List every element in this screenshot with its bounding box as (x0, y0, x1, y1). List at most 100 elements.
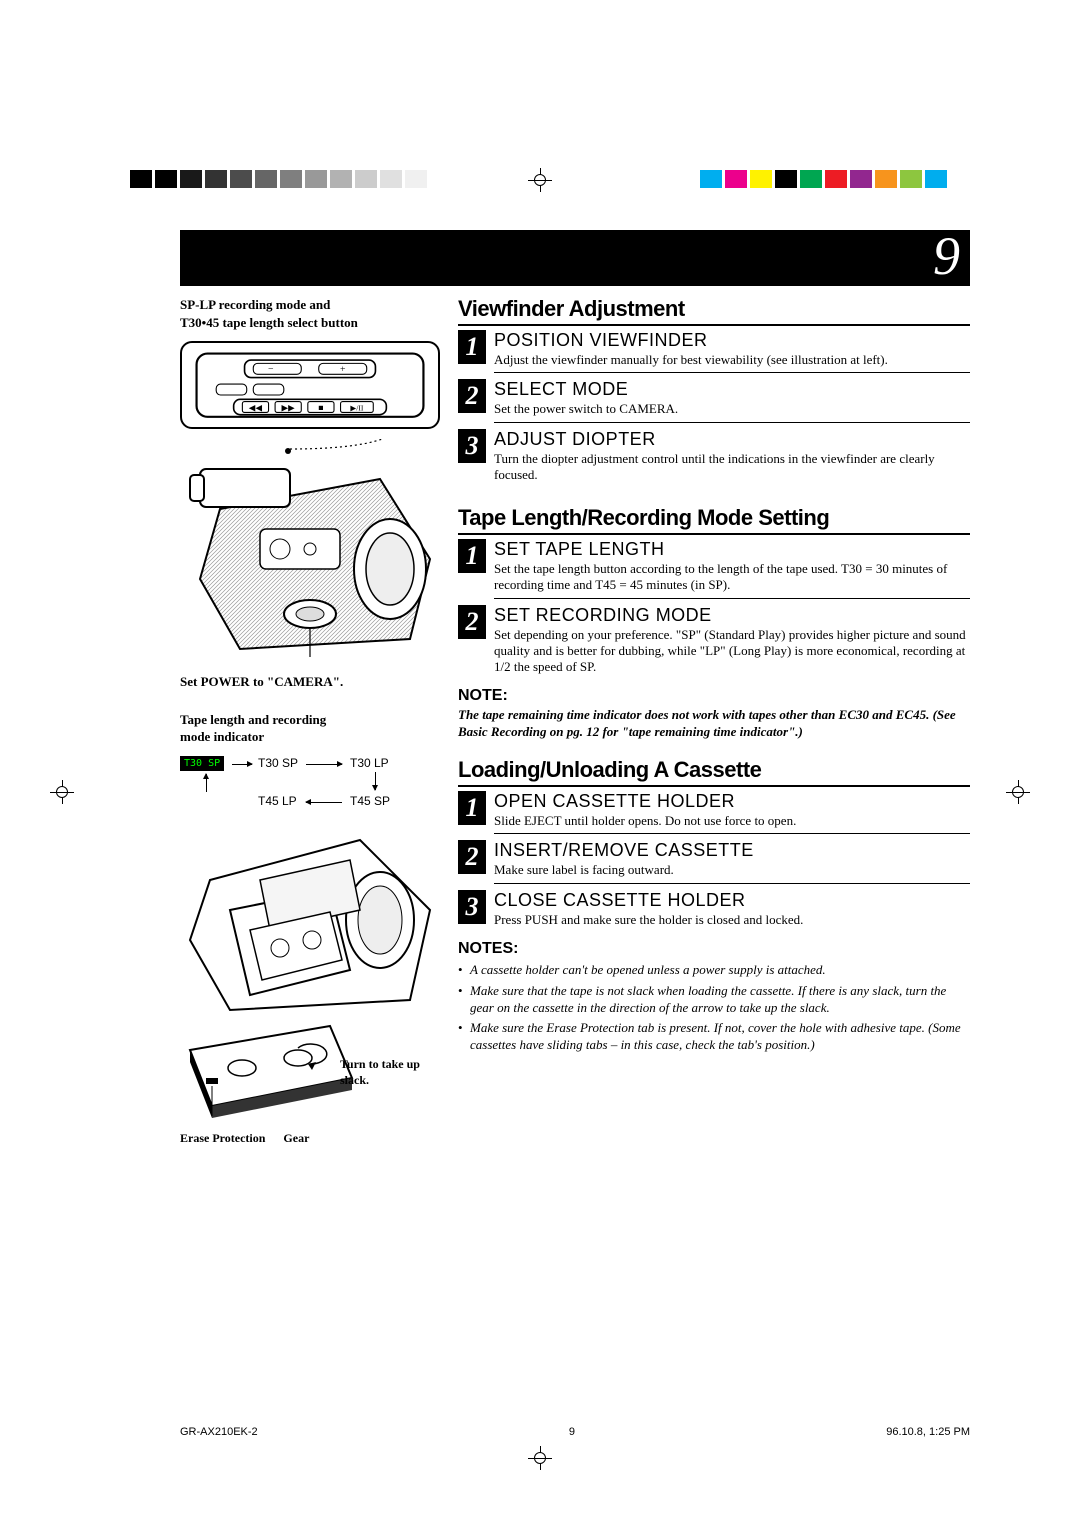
step-text: Slide EJECT until holder opens. Do not u… (494, 813, 970, 829)
svg-text:▶/II: ▶/II (350, 403, 364, 412)
color-swatch (700, 170, 722, 188)
footer-page: 9 (569, 1426, 575, 1438)
grayscale-swatch (205, 170, 227, 188)
step-heading: POSITION VIEWFINDER (494, 330, 970, 351)
viewfinder-step: 1POSITION VIEWFINDERAdjust the viewfinde… (458, 330, 970, 375)
grayscale-swatch (405, 170, 427, 188)
note-label: NOTE: (458, 687, 970, 705)
grayscale-swatch (355, 170, 377, 188)
step-text: Set the power switch to CAMERA. (494, 401, 970, 417)
registration-mark-left (50, 780, 74, 804)
step-text: Make sure label is facing outward. (494, 862, 970, 878)
step-heading: SET RECORDING MODE (494, 605, 970, 626)
caption-set-power: Set POWER to "CAMERA". (180, 673, 440, 691)
print-color-bars (130, 170, 950, 204)
step-body: CLOSE CASSETTE HOLDERPress PUSH and make… (494, 890, 970, 932)
arrow-right-icon (306, 764, 342, 765)
svg-text:−: − (268, 364, 274, 375)
step-number: 2 (458, 605, 486, 639)
step-body: POSITION VIEWFINDERAdjust the viewfinder… (494, 330, 970, 373)
page-number-header: 9 (180, 230, 970, 286)
note-item: Make sure the Erase Protection tab is pr… (458, 1020, 970, 1054)
page-body: SP-LP recording mode and T30•45 tape len… (180, 296, 970, 1408)
step-number: 2 (458, 379, 486, 413)
color-swatch (850, 170, 872, 188)
step-heading: CLOSE CASSETTE HOLDER (494, 890, 970, 911)
right-text-column: Viewfinder Adjustment 1POSITION VIEWFIND… (458, 296, 970, 1408)
color-swatch (775, 170, 797, 188)
mode-t45sp: T45 SP (350, 794, 390, 808)
grayscale-swatch (380, 170, 402, 188)
grayscale-swatch (330, 170, 352, 188)
arrow-up-icon (206, 774, 207, 792)
step-body: SELECT MODESet the power switch to CAMER… (494, 379, 970, 422)
step-number: 3 (458, 890, 486, 924)
step-body: INSERT/REMOVE CASSETTEMake sure label is… (494, 840, 970, 883)
caption-gear: Gear (283, 1130, 309, 1146)
step-text: Set the tape length button according to … (494, 561, 970, 594)
tape-step: 2SET RECORDING MODESet depending on your… (458, 605, 970, 682)
caption-erase-protection: Erase Protection (180, 1130, 265, 1146)
step-number: 1 (458, 539, 486, 573)
caption-tape-indicator: Tape length and recording mode indicator (180, 711, 440, 746)
caption-turn-slack: Turn to take up slack. (340, 1056, 420, 1088)
footer-doc-id: GR-AX210EK-2 (180, 1426, 258, 1438)
cassette-tape-illustration: Turn to take up slack. (180, 1020, 440, 1130)
button-panel-illustration: − + ◀◀ ▶▶ ■ ▶/II (180, 341, 440, 429)
cassette-step: 1OPEN CASSETTE HOLDERSlide EJECT until h… (458, 791, 970, 836)
cassette-step: 3CLOSE CASSETTE HOLDERPress PUSH and mak… (458, 890, 970, 934)
step-number: 1 (458, 791, 486, 825)
note-item: A cassette holder can't be opened unless… (458, 962, 970, 979)
footer-timestamp: 96.10.8, 1:25 PM (886, 1426, 970, 1438)
mode-t30sp: T30 SP (258, 756, 298, 770)
color-swatch (725, 170, 747, 188)
svg-text:▶▶: ▶▶ (281, 402, 295, 412)
color-swatch (825, 170, 847, 188)
arrow-down-icon (375, 772, 376, 790)
step-text: Press PUSH and make sure the holder is c… (494, 912, 970, 928)
note-item: Make sure that the tape is not slack whe… (458, 983, 970, 1017)
svg-text:+: + (340, 364, 346, 375)
grayscale-swatch (255, 170, 277, 188)
notes-list: A cassette holder can't be opened unless… (458, 962, 970, 1054)
color-swatch (750, 170, 772, 188)
grayscale-swatch (130, 170, 152, 188)
step-body: OPEN CASSETTE HOLDERSlide EJECT until ho… (494, 791, 970, 834)
grayscale-swatch (230, 170, 252, 188)
color-swatch (925, 170, 947, 188)
notes-label: NOTES: (458, 940, 970, 958)
section-title-tape: Tape Length/Recording Mode Setting (458, 505, 970, 535)
grayscale-swatch (155, 170, 177, 188)
step-number: 1 (458, 330, 486, 364)
grayscale-swatch (305, 170, 327, 188)
arrow-left-icon (306, 802, 342, 803)
left-illustration-column: SP-LP recording mode and T30•45 tape len… (180, 296, 440, 1408)
step-text: Adjust the viewfinder manually for best … (494, 352, 970, 368)
cassette-step: 2INSERT/REMOVE CASSETTEMake sure label i… (458, 840, 970, 885)
step-heading: OPEN CASSETTE HOLDER (494, 791, 970, 812)
step-heading: SELECT MODE (494, 379, 970, 400)
section-title-cassette: Loading/Unloading A Cassette (458, 757, 970, 787)
color-swatch (900, 170, 922, 188)
registration-mark-bottom (528, 1446, 552, 1470)
step-number: 3 (458, 429, 486, 463)
mode-t45lp: T45 LP (258, 794, 297, 808)
tape-step: 1SET TAPE LENGTHSet the tape length butt… (458, 539, 970, 601)
step-body: ADJUST DIOPTERTurn the diopter adjustmen… (494, 429, 970, 488)
mode-t30sp-highlight: T30 SP (180, 756, 224, 771)
page-number: 9 (933, 226, 960, 286)
step-body: SET TAPE LENGTHSet the tape length butto… (494, 539, 970, 599)
grayscale-swatch (280, 170, 302, 188)
camcorder-illustration (180, 439, 440, 669)
manual-page: 9 SP-LP recording mode and T30•45 tape l… (0, 0, 1080, 1528)
page-footer: GR-AX210EK-2 9 96.10.8, 1:25 PM (180, 1426, 970, 1438)
svg-text:◀◀: ◀◀ (249, 402, 263, 412)
note-text: The tape remaining time indicator does n… (458, 707, 970, 741)
cassette-bottom-labels: Erase Protection Gear (180, 1130, 440, 1146)
mode-t30lp: T30 LP (350, 756, 389, 770)
step-heading: ADJUST DIOPTER (494, 429, 970, 450)
arrow-right-icon (232, 764, 252, 765)
viewfinder-step: 2SELECT MODESet the power switch to CAME… (458, 379, 970, 424)
section-title-viewfinder: Viewfinder Adjustment (458, 296, 970, 326)
tape-mode-cycle-diagram: T30 SP T30 SP T30 LP T45 SP T45 LP (180, 750, 440, 820)
